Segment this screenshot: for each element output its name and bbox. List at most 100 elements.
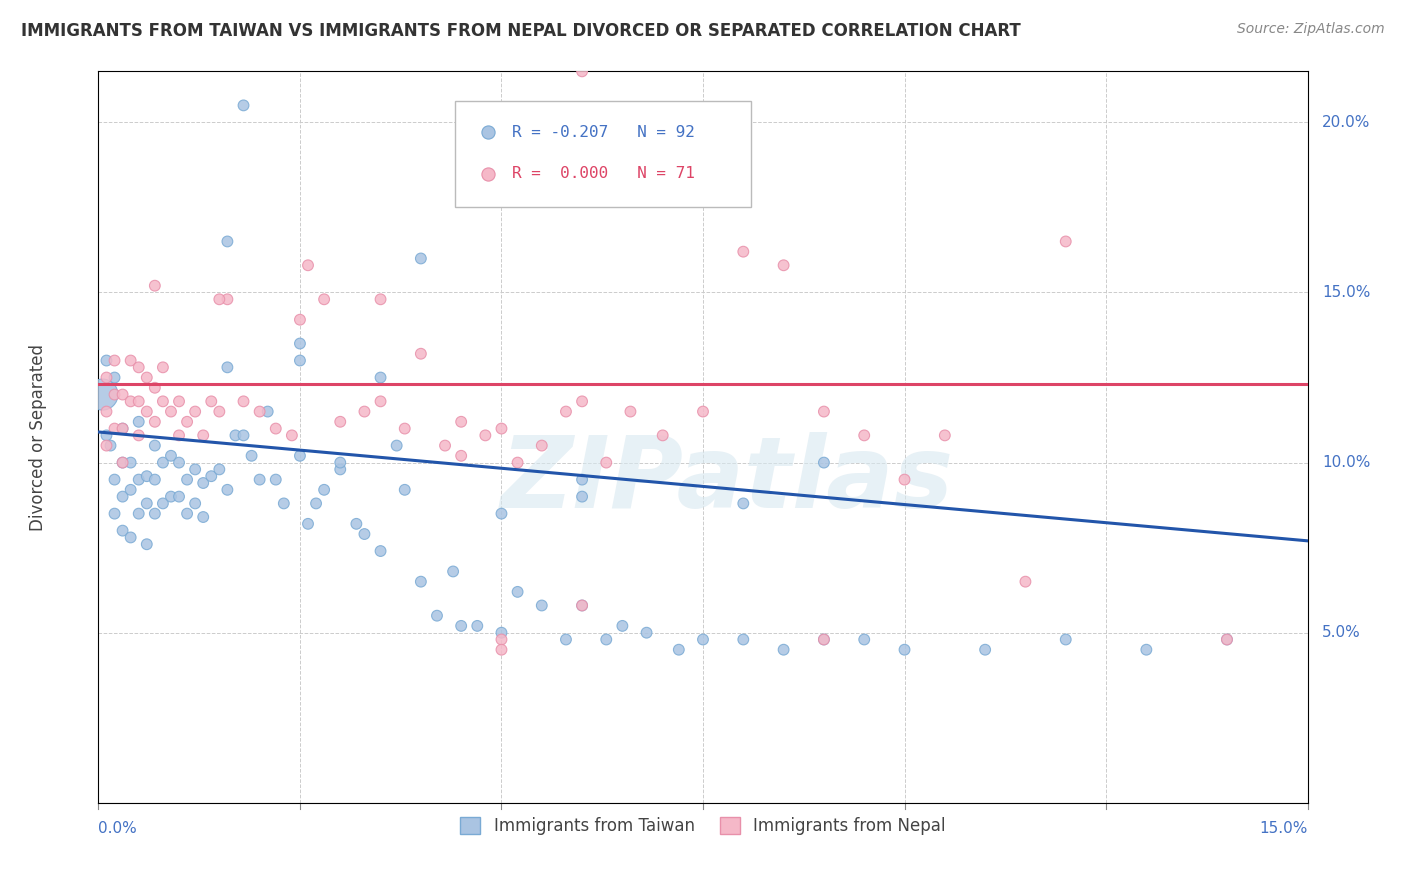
Point [571, 599, 593, 613]
Point [184, 404, 207, 418]
Point [91, 387, 114, 401]
Text: Divorced or Separated: Divorced or Separated [30, 343, 46, 531]
Point [152, 360, 174, 375]
Text: R =  0.000   N = 71: R = 0.000 N = 71 [512, 166, 695, 181]
Text: 0.0%: 0.0% [98, 821, 138, 836]
Point [506, 456, 529, 470]
Point [394, 483, 416, 497]
Point [184, 496, 207, 510]
Point [208, 462, 231, 476]
Point [530, 439, 553, 453]
Point [394, 421, 416, 435]
Point [96, 428, 118, 442]
Point [135, 469, 157, 483]
Point [111, 387, 134, 401]
Point [370, 544, 392, 558]
Point [217, 293, 239, 307]
Point [441, 565, 464, 579]
Point [96, 353, 118, 368]
Point [232, 428, 254, 442]
Point [619, 404, 641, 418]
Point [111, 456, 134, 470]
Point [111, 421, 134, 435]
Point [329, 415, 352, 429]
Point [224, 428, 246, 442]
Point [273, 496, 295, 510]
Point [96, 439, 118, 453]
Point [297, 516, 319, 531]
Point [450, 415, 472, 429]
Point [143, 439, 166, 453]
Point [1216, 632, 1239, 647]
Point [176, 415, 198, 429]
Text: 5.0%: 5.0% [1322, 625, 1361, 640]
Point [571, 490, 593, 504]
Point [135, 537, 157, 551]
Point [160, 404, 183, 418]
Point [120, 531, 142, 545]
Point [733, 244, 755, 259]
Point [491, 421, 513, 435]
Point [128, 507, 150, 521]
Point [208, 404, 231, 418]
FancyBboxPatch shape [456, 101, 751, 207]
Text: ZIPatlas: ZIPatlas [501, 433, 953, 530]
Point [426, 608, 449, 623]
Point [96, 370, 118, 384]
Point [893, 473, 915, 487]
Point [571, 64, 593, 78]
Legend: Immigrants from Taiwan, Immigrants from Nepal: Immigrants from Taiwan, Immigrants from … [454, 811, 952, 842]
Point [612, 619, 634, 633]
Point [128, 473, 150, 487]
Point [409, 347, 432, 361]
Text: Source: ZipAtlas.com: Source: ZipAtlas.com [1237, 22, 1385, 37]
Point [571, 394, 593, 409]
Point [217, 235, 239, 249]
Point [152, 394, 174, 409]
Point [450, 449, 472, 463]
Point [120, 483, 142, 497]
Point [288, 336, 311, 351]
Point [692, 404, 714, 418]
Point [297, 258, 319, 272]
Point [103, 370, 125, 384]
Point [1216, 632, 1239, 647]
Point [120, 456, 142, 470]
Point [143, 381, 166, 395]
Point [813, 456, 835, 470]
Point [1014, 574, 1036, 589]
Point [135, 370, 157, 384]
Point [264, 421, 287, 435]
Point [813, 632, 835, 647]
Text: R = -0.207   N = 92: R = -0.207 N = 92 [512, 125, 695, 139]
Point [167, 456, 190, 470]
Point [103, 507, 125, 521]
Point [353, 527, 375, 541]
Point [465, 619, 488, 633]
Point [853, 632, 876, 647]
Point [103, 353, 125, 368]
Point [143, 507, 166, 521]
Point [128, 360, 150, 375]
Point [692, 632, 714, 647]
Point [111, 456, 134, 470]
Point [128, 415, 150, 429]
Point [595, 632, 617, 647]
Point [111, 490, 134, 504]
Point [176, 473, 198, 487]
Point [450, 619, 472, 633]
Point [314, 293, 336, 307]
Point [385, 439, 408, 453]
Point [200, 469, 222, 483]
Point [934, 428, 956, 442]
Point [288, 353, 311, 368]
Point [167, 394, 190, 409]
Point [143, 473, 166, 487]
Point [636, 625, 658, 640]
Point [555, 632, 578, 647]
Point [370, 370, 392, 384]
Point [314, 483, 336, 497]
Point [813, 404, 835, 418]
Point [1135, 642, 1157, 657]
Text: 15.0%: 15.0% [1322, 285, 1371, 300]
